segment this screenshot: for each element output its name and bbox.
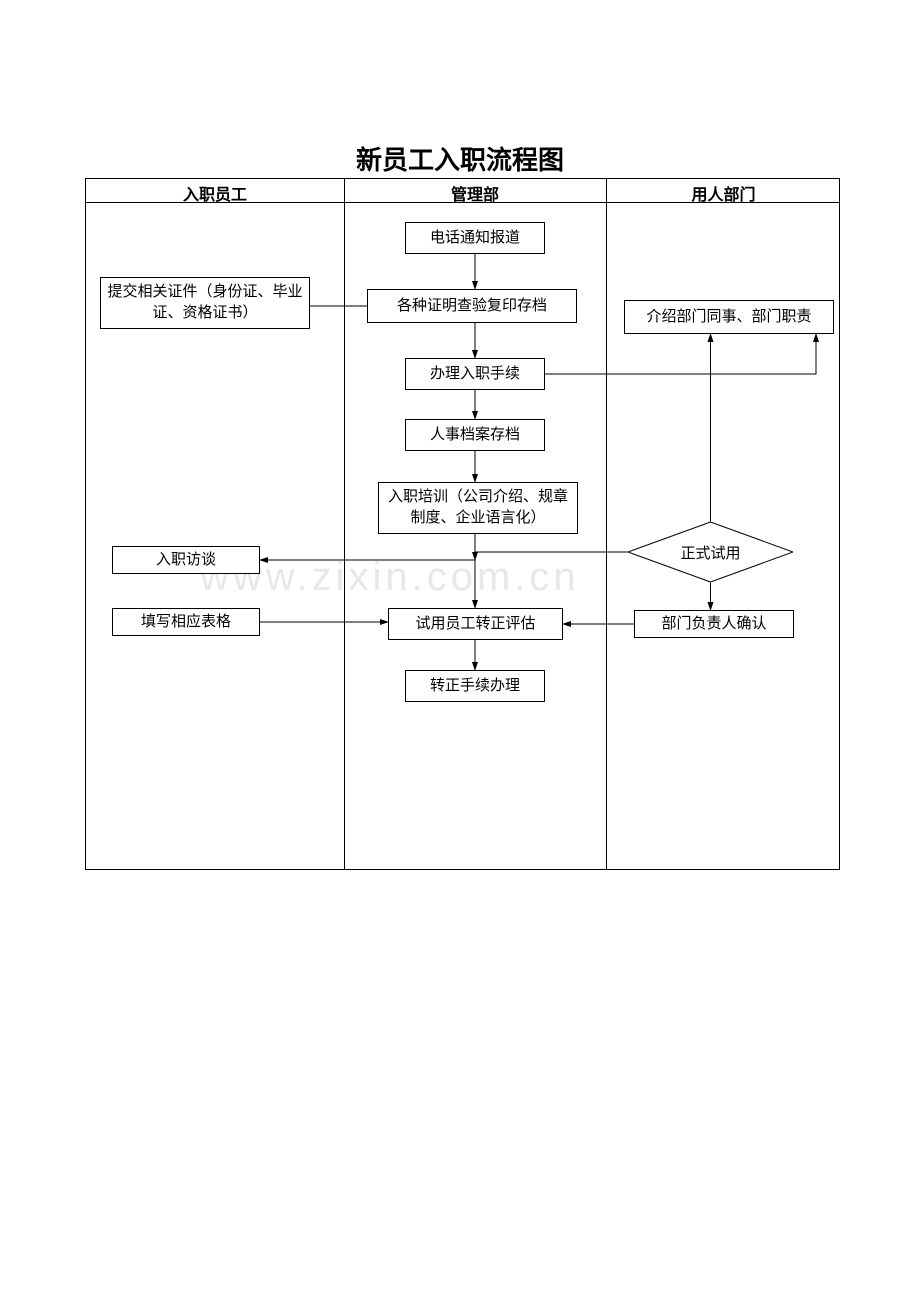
page: 新员工入职流程图 入职员工 管理部 用人部门 www.zixin.com.cn … xyxy=(0,0,920,1302)
connectors xyxy=(0,0,920,900)
